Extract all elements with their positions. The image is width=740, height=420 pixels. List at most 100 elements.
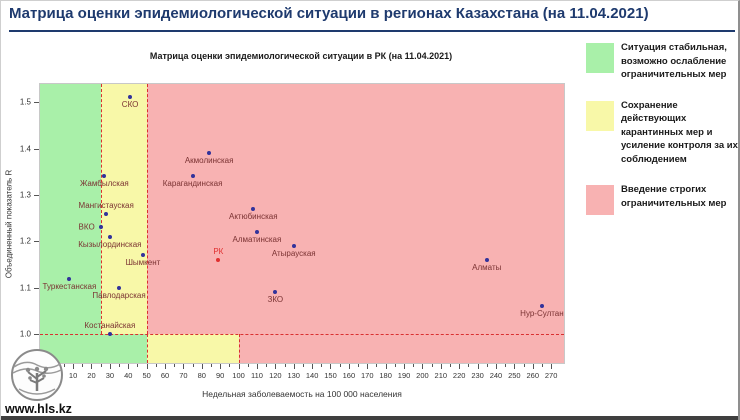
x-tick-label: 270 bbox=[544, 371, 558, 380]
point-label: РК bbox=[213, 246, 224, 256]
data-point bbox=[128, 95, 133, 100]
x-tick-label: 130 bbox=[287, 371, 300, 380]
chart-title: Матрица оценки эпидемиологической ситуац… bbox=[149, 51, 453, 61]
yellow-zone-swatch bbox=[586, 100, 614, 131]
yellow-zone-upper bbox=[100, 84, 147, 335]
x-tick bbox=[312, 364, 314, 369]
x-tick bbox=[238, 364, 240, 369]
x-tick bbox=[514, 364, 516, 369]
point-label: Жамбылская bbox=[79, 179, 129, 189]
x-tick-label: 180 bbox=[379, 371, 392, 380]
x-tick-label: 30 bbox=[105, 371, 115, 380]
x-minor-tick bbox=[229, 364, 231, 367]
y-tick bbox=[34, 287, 39, 289]
x-minor-tick bbox=[302, 364, 304, 367]
data-point bbox=[102, 174, 107, 179]
legend-item-pink: Введение строгих ограничительных мер bbox=[586, 183, 738, 215]
x-minor-tick bbox=[155, 364, 157, 367]
x-tick-label: 100 bbox=[232, 371, 245, 380]
green-zone-lower bbox=[40, 334, 147, 363]
zone-boundary-line bbox=[238, 334, 240, 363]
data-point bbox=[107, 234, 112, 239]
data-point bbox=[98, 225, 103, 230]
x-minor-tick bbox=[137, 364, 139, 367]
y-tick-label: 1.3 bbox=[19, 190, 31, 200]
y-tick bbox=[34, 194, 39, 196]
point-label: Акмолинская bbox=[184, 156, 234, 166]
x-minor-tick bbox=[266, 364, 268, 367]
pink-zone-lower bbox=[238, 334, 564, 363]
x-tick-label: 250 bbox=[508, 371, 521, 380]
x-tick bbox=[367, 364, 369, 369]
x-tick-label: 50 bbox=[142, 371, 151, 380]
website-url: www.hls.kz bbox=[5, 402, 72, 416]
legend-item-yellow: Сохранение действующих карантинных мер и… bbox=[586, 99, 738, 167]
x-tick-label: 10 bbox=[68, 371, 78, 380]
x-tick bbox=[385, 364, 387, 369]
x-tick bbox=[495, 364, 497, 369]
data-point bbox=[484, 257, 489, 262]
risk-legend: Ситуация стабильная, возможно ослабление… bbox=[586, 41, 738, 232]
data-point bbox=[216, 257, 221, 262]
y-tick bbox=[34, 334, 39, 336]
data-point bbox=[117, 285, 122, 290]
point-label: Нур-Султан bbox=[520, 309, 564, 319]
x-minor-tick bbox=[339, 364, 341, 367]
point-label: Алматинская bbox=[232, 235, 282, 245]
x-minor-tick bbox=[210, 364, 212, 367]
x-minor-tick bbox=[523, 364, 525, 367]
x-tick-label: 120 bbox=[269, 371, 282, 380]
y-tick-label: 1.4 bbox=[19, 144, 31, 154]
point-label: ВКО bbox=[78, 222, 95, 232]
point-label: СКО bbox=[121, 100, 139, 110]
x-minor-tick bbox=[450, 364, 451, 367]
pink-zone-swatch bbox=[586, 185, 614, 215]
x-minor-tick bbox=[82, 364, 84, 367]
x-tick bbox=[165, 364, 167, 369]
x-minor-tick bbox=[321, 364, 323, 367]
x-tick-label: 260 bbox=[526, 371, 539, 380]
green-zone-swatch bbox=[586, 43, 614, 73]
y-tick-label: 1.0 bbox=[19, 329, 31, 339]
legend-item-green: Ситуация стабильная, возможно ослабление… bbox=[586, 41, 738, 82]
data-point bbox=[190, 174, 195, 179]
x-minor-tick bbox=[413, 364, 415, 367]
r-threshold-line bbox=[40, 334, 564, 336]
point-label: Павлодарская bbox=[92, 290, 146, 300]
x-tick-label: 70 bbox=[179, 371, 188, 380]
x-tick-label: 80 bbox=[197, 371, 206, 380]
legend-text-yellow: Сохранение действующих карантинных мер и… bbox=[621, 99, 738, 165]
x-tick bbox=[348, 364, 350, 369]
y-tick-label: 1.1 bbox=[19, 283, 31, 293]
x-tick bbox=[146, 364, 148, 369]
x-tick bbox=[109, 364, 111, 369]
x-minor-tick bbox=[284, 364, 286, 367]
x-tick bbox=[459, 364, 461, 369]
x-minor-tick bbox=[100, 364, 102, 367]
x-minor-tick bbox=[192, 364, 194, 367]
x-tick bbox=[422, 364, 424, 369]
data-point bbox=[67, 276, 72, 281]
x-minor-tick bbox=[394, 364, 396, 367]
x-tick-label: 220 bbox=[452, 371, 466, 380]
point-label: Атырауская bbox=[271, 249, 316, 258]
x-tick bbox=[220, 364, 222, 369]
yellow-zone-lower bbox=[146, 334, 239, 363]
x-tick-label: 40 bbox=[124, 371, 133, 380]
x-tick bbox=[128, 364, 130, 369]
x-minor-tick bbox=[63, 364, 65, 367]
x-tick bbox=[256, 364, 258, 369]
x-minor-tick bbox=[468, 364, 470, 367]
page-title: Матрица оценки эпидемиологической ситуац… bbox=[9, 5, 649, 22]
y-tick bbox=[34, 148, 39, 150]
x-tick bbox=[330, 364, 332, 369]
zone-boundary-line bbox=[146, 334, 148, 363]
x-tick bbox=[91, 364, 93, 369]
x-axis-label: Недельная заболеваемость на 100 000 насе… bbox=[202, 389, 402, 399]
green-zone-upper bbox=[40, 84, 101, 335]
data-point bbox=[273, 290, 278, 295]
data-point bbox=[254, 230, 259, 235]
x-tick bbox=[404, 364, 406, 369]
y-tick bbox=[34, 241, 39, 243]
data-point bbox=[107, 332, 112, 337]
